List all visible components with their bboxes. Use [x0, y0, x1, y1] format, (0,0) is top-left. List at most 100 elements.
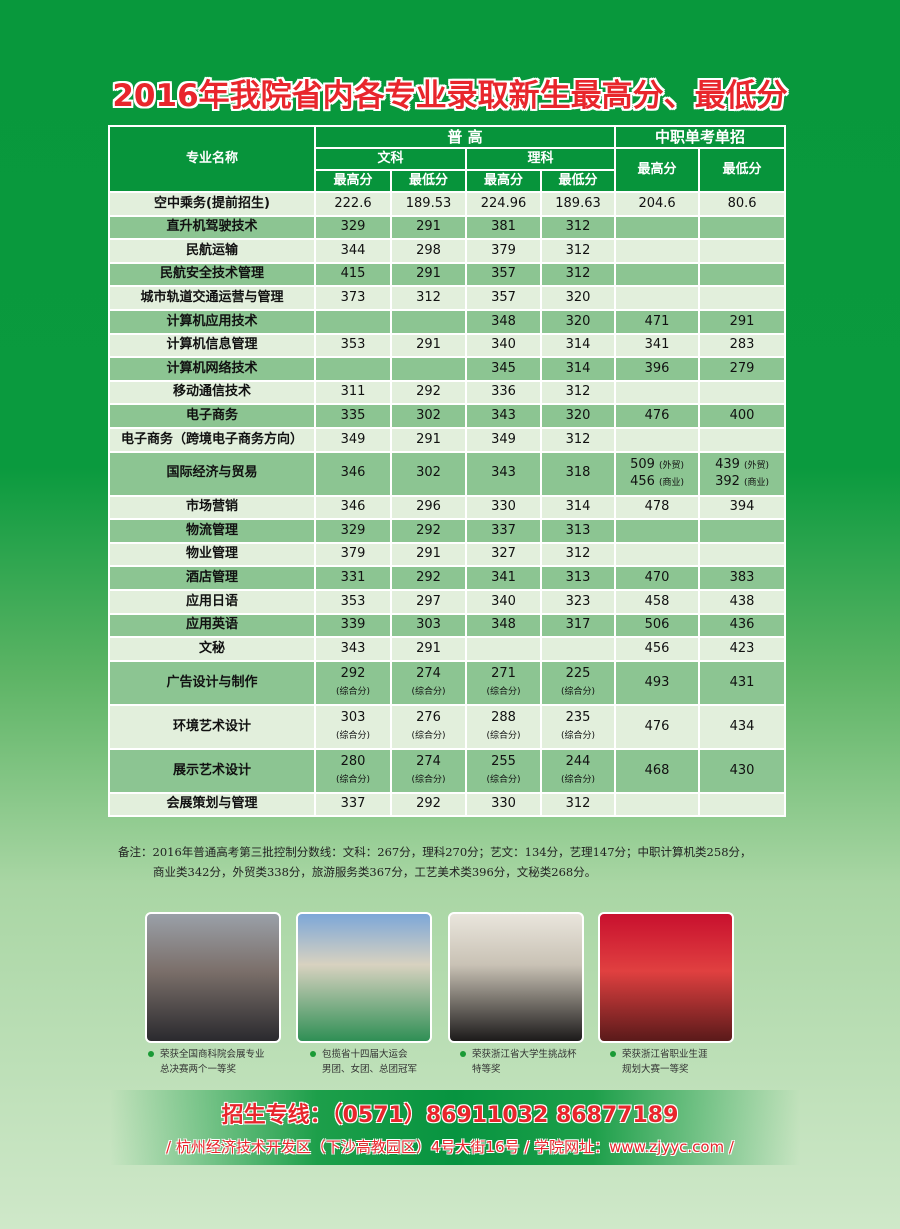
score-value: 456 — [644, 640, 670, 656]
table-row: 民航安全技术管理 415 291 357 312 — [108, 261, 787, 288]
score-cell: 320 — [539, 403, 617, 429]
score-value: 279 — [729, 360, 755, 376]
score-cell: 312 — [390, 285, 467, 311]
score-cell: 312 — [539, 261, 617, 288]
score-value: 392 — [715, 473, 740, 489]
score-value: 314 — [565, 499, 591, 515]
major-name: 直升机驾驶技术 — [108, 214, 316, 241]
score-cell: 478 — [614, 494, 701, 521]
score-value: 348 — [491, 617, 516, 633]
table-row: 空中乘务(提前招生) 222.6 189.53 224.96 189.63 204.6 80… — [108, 191, 787, 217]
table-row: 会展策划与管理 337 292 330 312 — [108, 791, 787, 818]
score-cell: 302 — [390, 403, 467, 429]
score-cell: 349 — [314, 426, 392, 453]
score-cell: 339 — [314, 612, 392, 639]
score-cell: 329 — [314, 518, 392, 544]
score-cell: 470 — [614, 565, 701, 591]
photo-caption-4: 荣获浙江省职业生涯 规划大赛一等奖 — [610, 1047, 760, 1077]
score-value: 357 — [491, 266, 516, 282]
score-cell — [614, 261, 701, 288]
score-cell: 415 — [314, 261, 392, 288]
major-name: 市场营销 — [108, 494, 316, 521]
score-cell: 291 — [390, 214, 467, 241]
score-value: 255 — [491, 754, 516, 770]
score-cell: 348 — [465, 308, 542, 335]
score-cell: 456 — [614, 636, 701, 662]
score-value: 456 — [630, 473, 655, 489]
score-cell: 292 — [390, 379, 467, 406]
page-title: 2016年我院省内各专业录取新生最高分、最低分 — [112, 78, 788, 114]
score-cell: 343 — [465, 403, 542, 429]
score-value: 346 — [340, 499, 366, 515]
score-cell: 314 — [539, 494, 617, 521]
score-value: 343 — [491, 465, 516, 481]
score-cell: 357 — [465, 285, 542, 311]
score-cell — [614, 214, 701, 241]
score-value: 317 — [565, 617, 591, 633]
contact-band — [110, 1090, 800, 1165]
award-photo-4 — [598, 912, 734, 1043]
award-photo-2 — [296, 912, 432, 1043]
notes: 备注：2016年普通高考第三批控制分数线：文科：267分，理科270分；艺文：1… — [118, 842, 752, 882]
score-cell: 274 (综合分) — [390, 747, 467, 794]
score-cell: 340 — [465, 332, 542, 359]
score-value: 320 — [565, 290, 591, 306]
score-value: 312 — [565, 546, 591, 562]
major-name: 计算机网络技术 — [108, 356, 316, 382]
score-value: 235 — [565, 710, 591, 726]
score-cell — [614, 285, 701, 311]
score-value: 341 — [644, 337, 670, 353]
major-name: 移动通信技术 — [108, 379, 316, 406]
score-cell: 379 — [314, 541, 392, 568]
score-cell: 323 — [539, 588, 617, 615]
score-value: 379 — [340, 546, 366, 562]
table-row: 计算机应用技术 348 320 471 291 — [108, 308, 787, 335]
score-cell: 204.6 — [614, 191, 701, 217]
score-cell: 314 — [539, 356, 617, 382]
score-note: (综合分) — [411, 774, 446, 785]
major-name: 民航安全技术管理 — [108, 261, 316, 288]
score-cell: 283 — [698, 332, 787, 359]
score-value: 343 — [491, 408, 516, 424]
score-cell: 302 — [390, 450, 467, 497]
score-cell: 353 — [314, 588, 392, 615]
score-value: 225 — [565, 666, 591, 682]
header-voc-min: 最低分 — [698, 147, 787, 193]
score-value: 331 — [340, 569, 366, 585]
table-row: 直升机驾驶技术 329 291 381 312 — [108, 214, 787, 241]
table-row: 计算机信息管理 353 291 340 314 341 283 — [108, 332, 787, 359]
score-cell: 189.53 — [390, 191, 467, 217]
score-cell: 291 — [390, 426, 467, 453]
score-cell: 225 (综合分) — [539, 659, 617, 706]
score-value: 458 — [644, 593, 670, 609]
major-name: 计算机应用技术 — [108, 308, 316, 335]
header-vocational: 中职单考单招 — [614, 125, 787, 149]
score-cell: 80.6 — [698, 191, 787, 217]
photo-caption-2: 包揽省十四届大运会 男团、女团、总团冠军 — [310, 1047, 460, 1077]
bullet-icon — [460, 1051, 466, 1057]
score-value: 476 — [644, 408, 670, 424]
score-cell — [314, 308, 392, 335]
major-name: 应用英语 — [108, 612, 316, 639]
major-name: 空中乘务(提前招生) — [108, 191, 316, 217]
score-cell: 313 — [539, 565, 617, 591]
score-note: (外贸) — [658, 461, 684, 472]
score-cell — [698, 261, 787, 288]
score-note: (综合分) — [335, 686, 371, 697]
score-value: 312 — [565, 796, 591, 812]
score-value: 298 — [416, 242, 441, 258]
score-cell: 291 — [390, 541, 467, 568]
score-cell: 276 (综合分) — [390, 703, 467, 750]
score-value: 337 — [491, 522, 516, 538]
score-value: 394 — [729, 499, 755, 515]
table-row: 电子商务（跨境电子商务方向） 349 291 349 312 — [108, 426, 787, 453]
score-note: (商业) — [743, 477, 769, 488]
score-value: 291 — [416, 219, 441, 235]
score-cell: 345 — [465, 356, 542, 382]
score-cell: 244 (综合分) — [539, 747, 617, 794]
score-cell: 311 — [314, 379, 392, 406]
score-value: 292 — [416, 522, 441, 538]
major-name: 国际经济与贸易 — [108, 450, 316, 497]
score-cell: 396 — [614, 356, 701, 382]
score-cell: 335 — [314, 403, 392, 429]
